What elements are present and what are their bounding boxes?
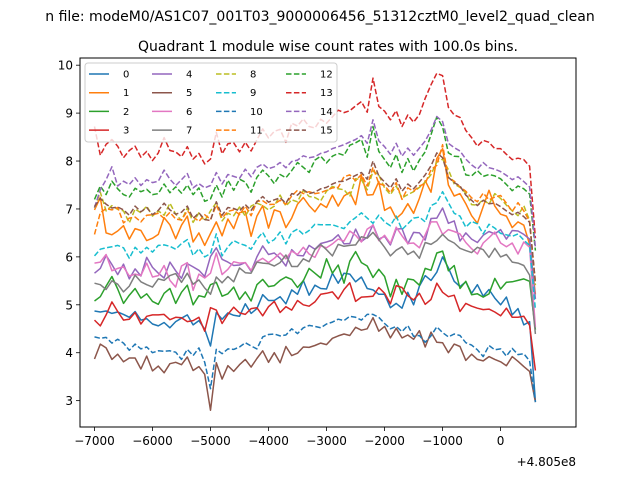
y-tick-label: 3: [65, 394, 73, 408]
x-tick-label: −6000: [132, 434, 173, 448]
series-line-12: [93, 116, 537, 251]
y-tick-label: 7: [65, 202, 73, 216]
series-line-5: [93, 316, 537, 411]
legend-label-5: 5: [186, 88, 192, 99]
legend-label-4: 4: [186, 70, 192, 81]
legend-label-8: 8: [250, 70, 256, 81]
legend-label-9: 9: [250, 88, 256, 99]
series-line-10: [94, 313, 537, 403]
y-tick-label: 5: [65, 298, 73, 312]
legend-label-6: 6: [186, 107, 192, 118]
series-line-9: [93, 190, 537, 310]
series-line-6: [94, 221, 537, 328]
series-line-11: [93, 143, 537, 283]
series-line-14: [93, 115, 537, 248]
figure-suptitle: n file: modeM0/AS1C07_001T03_9000006456_…: [45, 9, 594, 25]
chart-title: Quadrant 1 module wise count rates with …: [138, 39, 518, 55]
x-tick-label: 0: [497, 434, 505, 448]
legend-label-12: 12: [320, 70, 333, 81]
y-tick-label: 10: [58, 59, 73, 73]
legend-label-3: 3: [123, 126, 129, 137]
legend-label-11: 11: [250, 126, 263, 137]
x-tick-label: −1000: [422, 434, 463, 448]
y-tick-label: 4: [65, 346, 73, 360]
x-offset-label: +4.805e8: [517, 455, 576, 469]
x-tick-label: −5000: [190, 434, 231, 448]
x-tick-label: −7000: [74, 434, 115, 448]
legend-box: [84, 62, 338, 143]
plot-frame: [79, 57, 577, 428]
x-tick-label: −3000: [306, 434, 347, 448]
series-line-13: [93, 72, 537, 239]
series-line-2: [94, 250, 537, 330]
series-line-1: [93, 147, 537, 295]
y-axis: 3 4 5 6 7 8 9 10: [58, 59, 80, 408]
x-tick-label: −4000: [248, 434, 289, 448]
y-tick-label: 9: [65, 107, 73, 121]
series-line-15: [93, 152, 537, 283]
legend-label-2: 2: [123, 107, 129, 118]
legend-label-15: 15: [320, 126, 333, 137]
legend-label-14: 14: [320, 107, 333, 118]
legend-label-7: 7: [186, 126, 192, 137]
series-line-3: [93, 282, 537, 371]
y-tick-label: 8: [65, 155, 73, 169]
legend-label-0: 0: [123, 70, 129, 81]
legend-label-10: 10: [250, 107, 263, 118]
x-axis: −7000 −6000 −5000 −4000 −3000 −2000 −1000 0: [74, 427, 504, 448]
legend-label-1: 1: [123, 88, 129, 99]
x-tick-label: −2000: [364, 434, 405, 448]
series-layer: [93, 72, 537, 411]
series-line-7: [94, 231, 537, 335]
y-tick-label: 6: [65, 250, 73, 264]
legend-label-13: 13: [320, 88, 333, 99]
